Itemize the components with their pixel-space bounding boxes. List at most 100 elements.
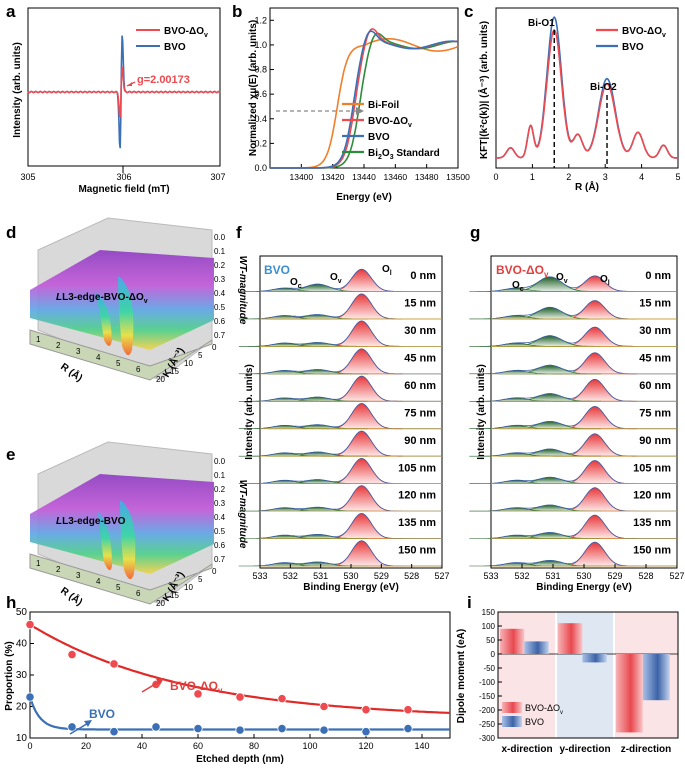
panel-i: 150 100 50 0 -50 -100 -150 -200 -250 -300 BVO-ΔOv… xyxy=(456,608,679,755)
data-point xyxy=(25,619,35,630)
annotation-bi-o1: Bi-O1 xyxy=(528,18,555,29)
panel-label-a: a xyxy=(6,2,16,21)
x-tick-label: 4 xyxy=(96,353,101,362)
y-axis-label: KFT|(k²c(k))| (Å⁻³) (arb. units) xyxy=(477,21,490,159)
x-axis-label: Etched depth (nm) xyxy=(196,754,284,765)
x-axis-label: Binding Energy (eV) xyxy=(536,582,632,593)
category-label: y-direction xyxy=(559,744,610,755)
x-tick-label: 2 xyxy=(56,565,61,574)
legend-label-bi2o3: Bi2O3 Standard xyxy=(368,148,440,161)
xps-peak-ol xyxy=(320,293,403,320)
x-tick-label: 530 xyxy=(576,571,591,581)
x-tick-label: 13460 xyxy=(384,172,408,182)
series-line-bvo xyxy=(496,16,678,159)
series-line-bvo xyxy=(270,30,459,169)
wt-peak-2 xyxy=(120,500,136,580)
y-tick-label: 0 xyxy=(491,650,496,659)
x-tick-label: 40 xyxy=(137,741,147,751)
data-point xyxy=(361,705,371,715)
bar-bvo-dov xyxy=(500,628,525,654)
z-tick-label: 0.4 xyxy=(214,289,226,298)
x-tick-label: 1 xyxy=(530,172,535,182)
x-axis-label: Energy (eV) xyxy=(336,192,392,203)
x-tick-label: 306 xyxy=(116,172,131,182)
panel-c: 0 1 2 3 4 5 Bi-O1 Bi-O2 R (Å) KFT|(k²c(k))| (… xyxy=(477,7,681,193)
x-tick-label: 3 xyxy=(76,571,81,580)
series-line-bvo-dov xyxy=(27,66,221,118)
x-tick-label: 5 xyxy=(116,583,121,592)
legend-label-bi-foil: Bi-Foil xyxy=(368,100,399,111)
y-tick-label: 0.2 xyxy=(254,138,267,148)
plot-frame xyxy=(269,7,459,169)
x-tick-label: 532 xyxy=(283,571,298,581)
z-tick-label: 0.6 xyxy=(214,541,226,550)
depth-label: 135 nm xyxy=(633,517,671,529)
plot-frame xyxy=(497,611,679,739)
xps-peak-ol xyxy=(320,540,403,567)
y-tick-label: 0.6 xyxy=(254,89,267,99)
depth-label: 120 nm xyxy=(398,490,436,502)
z-tick-label: 0.1 xyxy=(214,247,226,256)
y-tick-label: 50 xyxy=(486,636,495,645)
legend-label-bvo: BVO xyxy=(164,42,186,53)
category-label: x-direction xyxy=(501,744,552,755)
z-tick-label: 0.1 xyxy=(214,471,226,480)
y-tick-label: 50 xyxy=(16,607,28,618)
y-tick-label: 5 xyxy=(198,351,203,360)
series-line-bvo-dov xyxy=(496,28,678,159)
data-point xyxy=(193,689,203,699)
x-tick-label: 533 xyxy=(252,571,267,581)
plot-frame xyxy=(27,7,221,167)
peak-label-ol: Ol xyxy=(382,264,392,277)
peak-label-oc: Oc xyxy=(290,277,302,290)
data-point xyxy=(67,649,77,660)
x-tick-label: 527 xyxy=(669,571,684,581)
panel-label-f: f xyxy=(236,223,242,242)
x-tick-label: 305 xyxy=(20,172,35,182)
legend-label-bvo: BVO xyxy=(368,132,390,143)
x-tick-label: 4 xyxy=(639,172,644,182)
x-axis-label: R (Å) xyxy=(58,360,85,384)
panel-label-e: e xyxy=(6,445,15,464)
x-tick-label: 533 xyxy=(483,571,498,581)
legend-swatch-bvo xyxy=(502,716,522,727)
y-tick-label: 40 xyxy=(16,639,28,650)
y-tick-label: 0.4 xyxy=(254,114,267,124)
y-tick-label: 0 xyxy=(212,567,217,576)
x-tick-label: 60 xyxy=(193,741,203,751)
plot-frame xyxy=(495,7,679,169)
x-axis-label: R (Å) xyxy=(575,180,599,193)
depth-label: 120 nm xyxy=(633,490,671,502)
x-tick-label: 529 xyxy=(374,571,389,581)
data-point xyxy=(235,692,245,702)
y-tick-label: 1.2 xyxy=(254,15,267,25)
panel-b: 13400 13420 13440 13460 13480 13500 0.0 0.2 0.4 0… xyxy=(248,7,470,203)
x-tick-label: 6 xyxy=(136,365,141,374)
data-point xyxy=(235,725,245,735)
y-tick-label: 150 xyxy=(482,608,496,617)
panel-label-d: d xyxy=(6,223,16,242)
xps-peak-ol xyxy=(320,485,403,512)
x-tick-label: 3 xyxy=(603,172,608,182)
annotation-arrowhead xyxy=(356,107,364,115)
x-tick-label: 2 xyxy=(56,341,61,350)
y-tick-label: 0.8 xyxy=(254,65,267,75)
panel-d: LL3-edge-BVO-ΔOv 0.0 0.1 0.2 0.3 0.4 0.5 0.6 0.… xyxy=(29,217,248,384)
series-label-bvo-dov: BVO-ΔOv xyxy=(170,679,223,695)
xps-peak-ol xyxy=(320,320,403,347)
x-tick-label: 532 xyxy=(514,571,529,581)
x-tick-label: 13500 xyxy=(446,172,470,182)
data-point xyxy=(109,659,119,669)
wt-peak-1 xyxy=(95,292,112,346)
xps-peak-ol xyxy=(320,430,403,457)
x-tick-label: 0 xyxy=(27,741,32,751)
x-tick-label: 2 xyxy=(566,172,571,182)
data-point xyxy=(403,723,413,734)
y-tick-label: 0.0 xyxy=(254,163,267,173)
x-tick-label: 13400 xyxy=(290,172,314,182)
x-tick-label: 529 xyxy=(607,571,622,581)
bar-bvo xyxy=(582,654,607,663)
annotation-bi-o2: Bi-O2 xyxy=(590,82,617,93)
x-tick-label: 528 xyxy=(404,571,419,581)
